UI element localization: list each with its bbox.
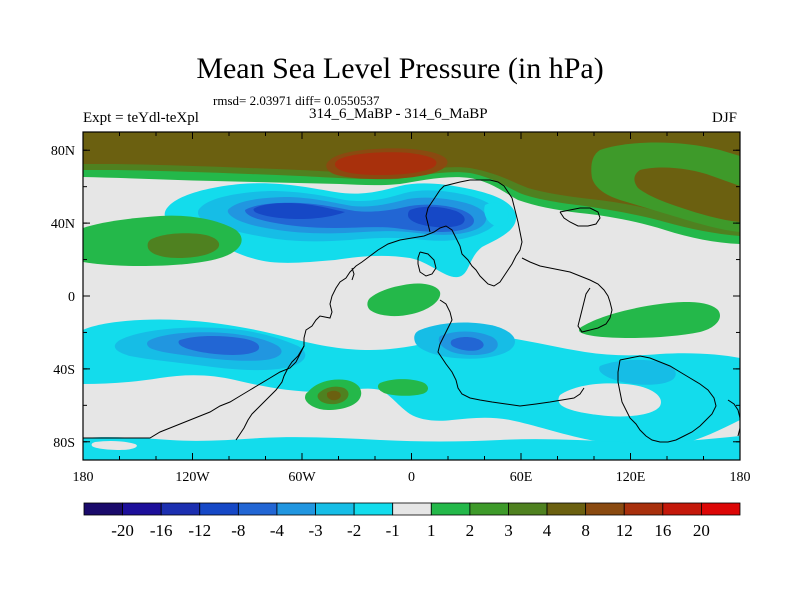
colorbar-label: -16	[150, 521, 173, 540]
colorbar-swatch	[353, 502, 394, 516]
coastline	[83, 179, 523, 439]
y-tick-label: 0	[68, 290, 75, 305]
colorbar-swatch	[122, 502, 162, 516]
y-tick-label: 40S	[53, 363, 75, 378]
coastline	[559, 207, 601, 227]
field-contour	[367, 283, 441, 317]
field-contour	[408, 206, 465, 228]
colorbar-label: 16	[654, 521, 671, 540]
colorbar-swatch	[315, 502, 355, 516]
field-contour	[253, 203, 345, 219]
chart-title: Mean Sea Level Pressure (in hPa)	[196, 52, 604, 85]
field-contour	[327, 390, 341, 401]
y-axis: 80N 40N 0 40S 80S	[51, 144, 740, 451]
colorbar-swatch	[237, 502, 278, 516]
field-contour	[178, 335, 260, 355]
colorbar-label: -12	[188, 521, 211, 540]
field-contour	[579, 302, 720, 338]
colorbar-label: -1	[386, 521, 400, 540]
colorbar-swatch	[392, 502, 432, 516]
colorbar-label: 3	[504, 521, 513, 540]
colorbar-swatch	[199, 502, 239, 516]
coastline	[437, 299, 585, 407]
y-tick-label: 80N	[51, 144, 75, 159]
colorbar-swatch	[469, 502, 509, 516]
colorbar-label: -4	[270, 521, 285, 540]
y-tick-label: 40N	[51, 217, 75, 232]
coastline	[235, 338, 305, 441]
colorbar: -20 -16 -12 -8 -4 -3 -2 -1 1 2 3 4 8 12 16 20	[83, 502, 741, 540]
colorbar-label: 20	[693, 521, 710, 540]
field-contour	[91, 440, 137, 450]
colorbar-label: -20	[111, 521, 134, 540]
field-contour	[83, 132, 740, 228]
colorbar-label: 12	[616, 521, 633, 540]
x-tick-label: 180	[73, 470, 94, 485]
y-tick-label: 80S	[53, 436, 75, 451]
x-tick-label: 60W	[288, 470, 316, 485]
colorbar-swatch	[276, 502, 316, 516]
colorbar-label: 4	[543, 521, 552, 540]
colorbar-label: 1	[427, 521, 436, 540]
x-tick-label: 180	[730, 470, 751, 485]
comparison-label: 314_6_MaBP - 314_6_MaBP	[309, 106, 488, 122]
colorbar-swatch	[430, 502, 471, 516]
colorbar-swatch	[508, 502, 548, 516]
coastline	[417, 251, 437, 277]
colorbar-swatch	[662, 502, 702, 516]
field-contour	[83, 436, 740, 460]
field-contour	[147, 233, 220, 258]
field-contour	[558, 383, 661, 417]
colorbar-swatch	[701, 502, 741, 516]
colorbar-label: -2	[347, 521, 361, 540]
colorbar-swatch	[546, 502, 587, 516]
colorbar-label: -8	[231, 521, 245, 540]
stats-label: rmsd= 2.03971 diff= 0.0550537	[213, 93, 380, 108]
colorbar-label: 2	[466, 521, 475, 540]
x-tick-label: 0	[408, 470, 415, 485]
field-contour	[334, 152, 437, 175]
colorbar-swatch	[160, 502, 201, 516]
field-contour	[484, 202, 509, 227]
colorbar-swatch	[83, 502, 123, 516]
coastline	[521, 257, 613, 333]
x-tick-label: 120W	[175, 470, 210, 485]
field-contour	[450, 337, 484, 351]
season-label: DJF	[712, 110, 738, 126]
x-tick-label: 60E	[510, 470, 533, 485]
field-contour	[377, 379, 428, 396]
field-contour	[229, 397, 403, 435]
coastline	[351, 267, 355, 281]
colorbar-label: 8	[581, 521, 590, 540]
coastline	[617, 355, 717, 443]
experiment-label: Expt = teYdl-teXpl	[83, 110, 199, 126]
field-contour	[634, 167, 740, 222]
colorbar-label: -3	[308, 521, 322, 540]
colorbar-swatch	[623, 502, 664, 516]
x-tick-label: 120E	[616, 470, 646, 485]
x-axis: 180 120W 60W 0 60E 120E 180	[73, 132, 751, 485]
pressure-field	[83, 132, 740, 460]
colorbar-swatch	[585, 502, 625, 516]
